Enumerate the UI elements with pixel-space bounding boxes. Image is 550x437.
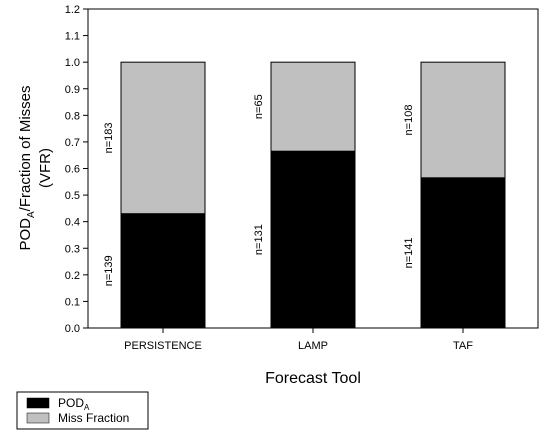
y-tick-label: 0.5 bbox=[65, 190, 80, 202]
bar-count-annotation: n=108 bbox=[403, 105, 415, 136]
legend-label-poda: PODA bbox=[58, 396, 90, 412]
y-tick-label: 0.1 bbox=[65, 296, 80, 308]
bar-count-annotation: n=131 bbox=[253, 224, 265, 255]
legend-swatch-poda bbox=[26, 397, 50, 409]
y-tick-label: 0.4 bbox=[65, 217, 80, 229]
x-axis: PERSISTENCE LAMP TAF bbox=[124, 328, 473, 352]
bars: n=139 n=183 n=131 n=65 n=141 n=108 bbox=[103, 61, 506, 329]
y-tick-label: 0.2 bbox=[65, 270, 80, 282]
legend: PODA Miss Fraction bbox=[16, 391, 149, 430]
legend-swatch-miss-fraction bbox=[26, 412, 50, 424]
x-tick-label: TAF bbox=[453, 340, 473, 352]
bar-poda bbox=[270, 150, 356, 329]
y-tick-label: 0.9 bbox=[65, 84, 80, 96]
bar-count-annotation: n=65 bbox=[253, 94, 265, 119]
bar-poda bbox=[420, 177, 506, 329]
y-tick-label: 1.2 bbox=[65, 4, 80, 16]
bar-miss-fraction bbox=[120, 61, 206, 215]
x-tick-label: LAMP bbox=[298, 340, 328, 352]
x-tick-label: PERSISTENCE bbox=[124, 340, 202, 352]
y-tick-label: 0.8 bbox=[65, 110, 80, 122]
bar-miss-fraction bbox=[270, 61, 356, 152]
x-axis-title: Forecast Tool bbox=[265, 370, 361, 387]
y-tick-label: 0.7 bbox=[65, 137, 80, 149]
y-axis: 0.0 0.1 0.2 0.3 0.4 0.5 0.6 0.7 0.8 0.9 1.0 1.1 1.2 bbox=[65, 4, 88, 335]
y-axis-title-line2: (VFR) bbox=[37, 148, 54, 188]
bar-miss-fraction bbox=[420, 61, 506, 179]
bar-count-annotation: n=139 bbox=[103, 255, 115, 286]
y-tick-label: 0.3 bbox=[65, 243, 80, 255]
legend-label-miss-fraction: Miss Fraction bbox=[58, 411, 129, 425]
bar-count-annotation: n=183 bbox=[103, 122, 115, 153]
bar-poda bbox=[120, 213, 206, 329]
y-tick-label: 0.0 bbox=[65, 323, 80, 335]
y-tick-label: 1.0 bbox=[65, 57, 80, 69]
y-tick-label: 1.1 bbox=[65, 31, 80, 43]
y-tick-label: 0.6 bbox=[65, 164, 80, 176]
y-axis-title: PODA/Fraction of Misses bbox=[17, 85, 37, 250]
bar-count-annotation: n=141 bbox=[403, 237, 415, 268]
